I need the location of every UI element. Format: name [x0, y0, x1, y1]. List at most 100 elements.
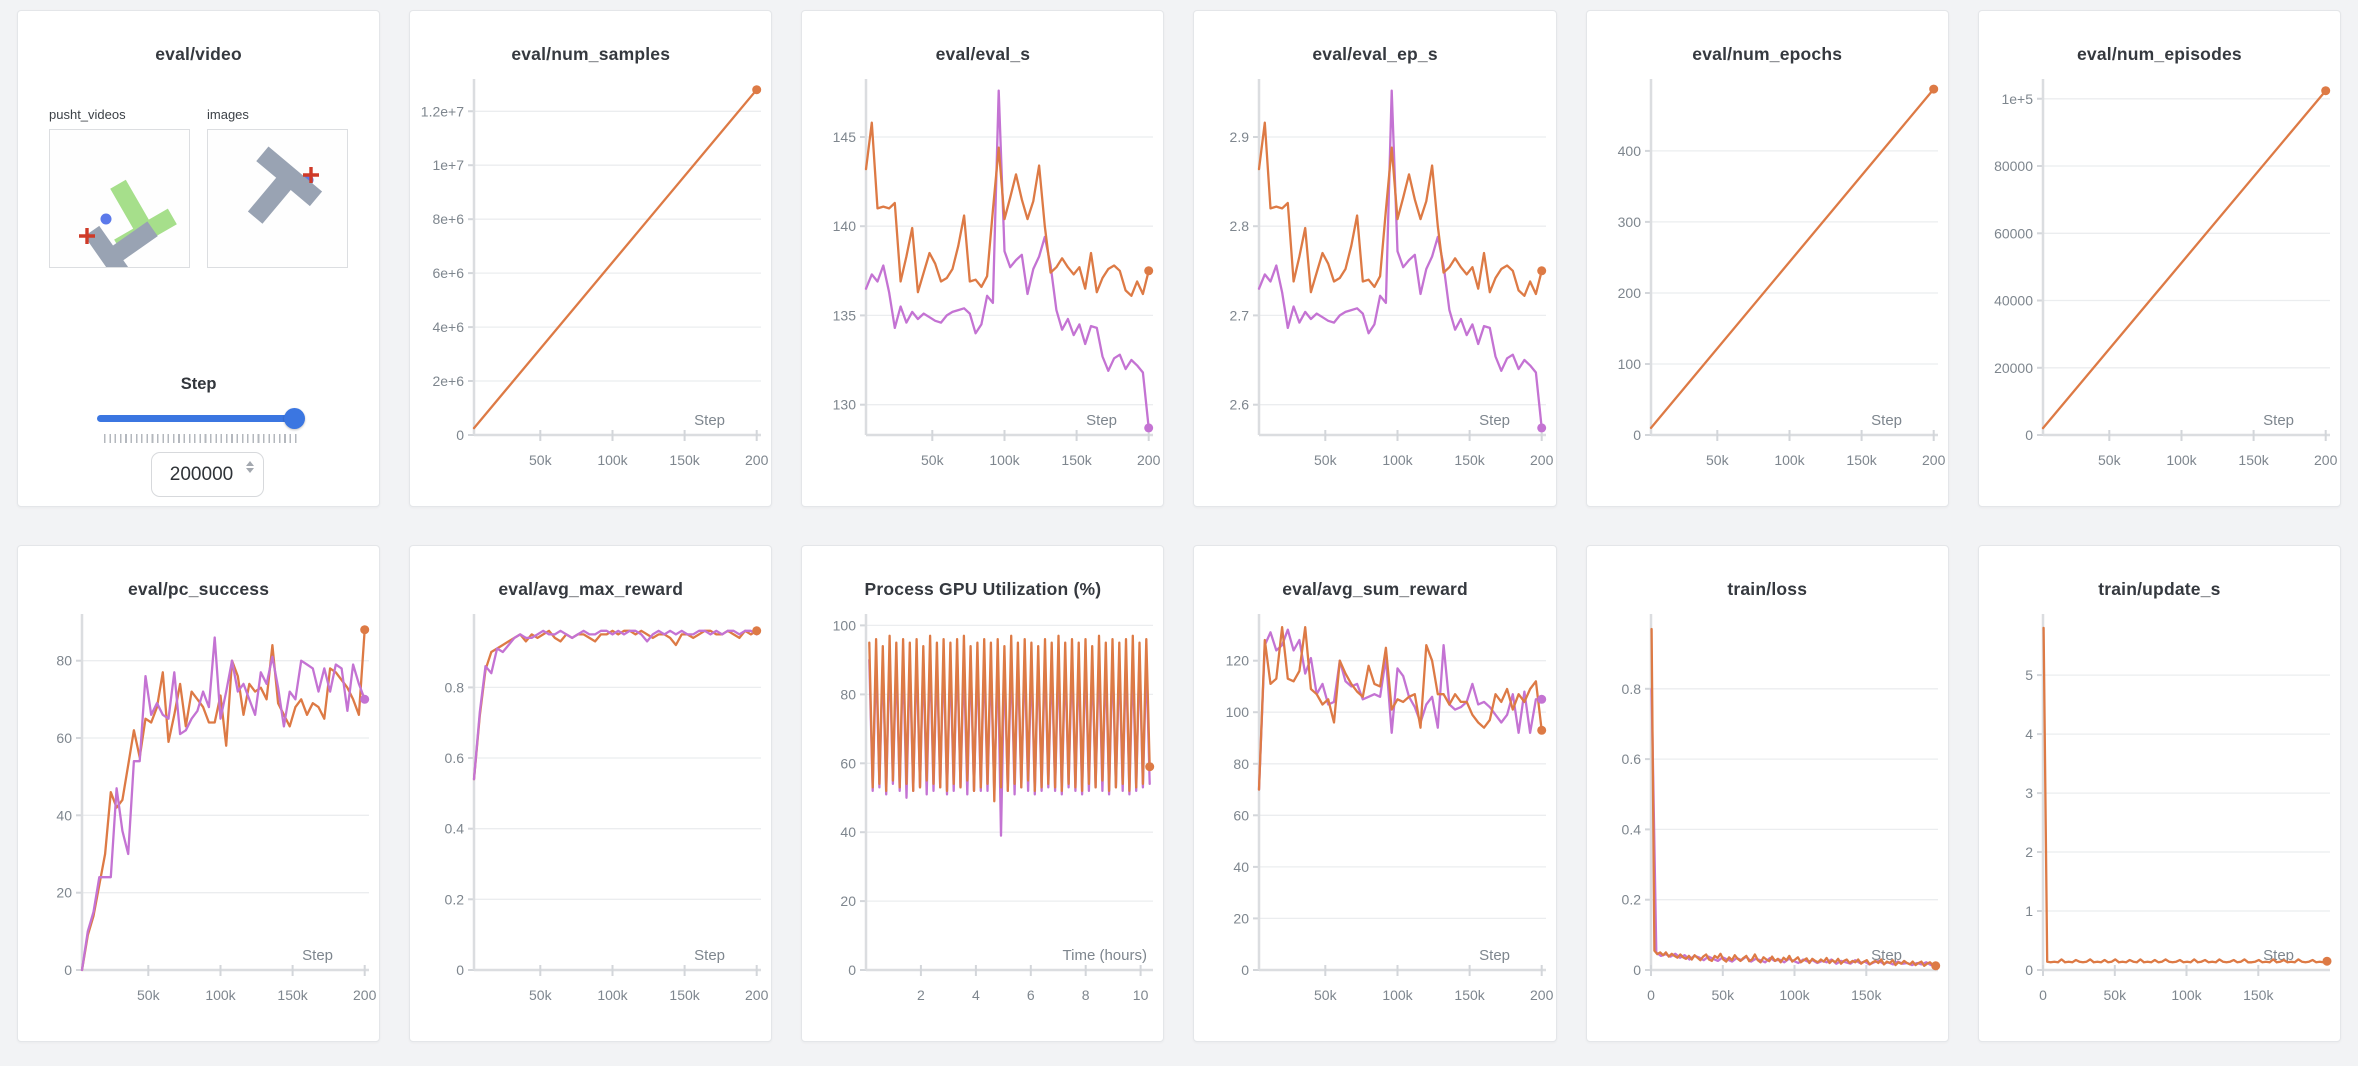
svg-text:0.6: 0.6 — [445, 750, 465, 766]
svg-text:2e+6: 2e+6 — [433, 373, 465, 389]
chart-title: eval/avg_sum_reward — [1282, 579, 1468, 599]
panel-eval-eval-ep-s: eval/eval_ep_s 2.6 2.7 2.8 2.9 50k 100k 150k 20… — [1193, 10, 1557, 507]
svg-text:0: 0 — [64, 962, 72, 978]
step-slider[interactable] — [97, 407, 305, 429]
svg-text:60: 60 — [1233, 807, 1249, 823]
svg-text:2.7: 2.7 — [1229, 307, 1249, 323]
svg-text:Step: Step — [1871, 412, 1902, 429]
svg-text:100k: 100k — [1779, 987, 1810, 1003]
svg-text:50k: 50k — [2098, 452, 2122, 468]
svg-text:80000: 80000 — [1994, 158, 2033, 174]
step-slider-label: Step — [180, 375, 217, 393]
panel-eval-video: eval/video pusht_videos images — [17, 10, 381, 507]
panel-eval-eval-s: eval/eval_s 130 135 140 145 50k 100k 150k 200 St… — [801, 10, 1165, 507]
chart-train-loss[interactable]: 0 0.2 0.4 0.6 0.8 0 50k 100k 150k Step — [1587, 608, 1948, 1028]
chart-eval-avg-sum-reward[interactable]: 0 20 40 60 80 100 120 50k 100k 150k 200 Step — [1195, 608, 1556, 1028]
svg-text:0.8: 0.8 — [1621, 681, 1641, 697]
svg-text:Step: Step — [1479, 947, 1510, 964]
stepper-up-icon[interactable] — [246, 461, 254, 466]
svg-text:1.2e+7: 1.2e+7 — [421, 103, 464, 119]
svg-text:400: 400 — [1617, 143, 1641, 159]
svg-text:150k: 150k — [277, 987, 308, 1003]
chart-eval-num-epochs[interactable]: 0 100 200 300 400 50k 100k 150k 200 Step — [1587, 73, 1948, 493]
step-input[interactable] — [152, 453, 263, 496]
chart-title: train/loss — [1727, 579, 1808, 599]
svg-text:150k: 150k — [670, 452, 701, 468]
svg-text:300: 300 — [1617, 214, 1641, 230]
svg-text:6: 6 — [1027, 987, 1035, 1003]
svg-text:100k: 100k — [205, 987, 236, 1003]
svg-text:200: 200 — [353, 987, 377, 1003]
panel-eval-num-samples: eval/num_samples 0 2e+6 4e+6 6e+6 8e+6 1e+7 1.… — [409, 10, 773, 507]
chart-eval-num-samples[interactable]: 0 2e+6 4e+6 6e+6 8e+6 1e+7 1.2e+7 50k 100k 150k 20… — [410, 73, 771, 493]
images-thumbnail[interactable] — [207, 129, 348, 268]
svg-text:50k: 50k — [137, 987, 161, 1003]
svg-text:100k: 100k — [598, 987, 629, 1003]
svg-text:0: 0 — [456, 427, 464, 443]
chart-eval-eval-ep-s[interactable]: 2.6 2.7 2.8 2.9 50k 100k 150k 200 Step — [1195, 73, 1556, 493]
svg-text:100: 100 — [1617, 356, 1641, 372]
svg-text:0: 0 — [1647, 987, 1655, 1003]
chart-title: eval/avg_max_reward — [498, 579, 684, 599]
media-key-label: pusht_videos — [49, 107, 126, 122]
pusht-observation-image — [247, 146, 323, 224]
svg-text:150k: 150k — [2243, 987, 2274, 1003]
pusht-scene-image — [79, 179, 177, 291]
gray-t-shape — [84, 221, 158, 291]
svg-text:0: 0 — [1241, 962, 1249, 978]
target-cross-icon — [79, 228, 95, 244]
panel-process-gpu-utilization: Process GPU Utilization (%) 0 20 40 60 80 100… — [801, 545, 1165, 1042]
svg-text:100k: 100k — [598, 452, 629, 468]
svg-text:4e+6: 4e+6 — [433, 319, 465, 335]
panel-eval-num-epochs: eval/num_epochs 0 100 200 300 400 50k 100k 150k… — [1585, 10, 1949, 507]
svg-text:20: 20 — [1233, 910, 1249, 926]
chart-eval-eval-s[interactable]: 130 135 140 145 50k 100k 150k 200 Step — [802, 73, 1163, 493]
svg-text:Step: Step — [1871, 947, 1902, 964]
svg-text:145: 145 — [833, 129, 857, 145]
target-cross-icon — [303, 167, 319, 183]
svg-text:Step: Step — [694, 947, 725, 964]
slider-handle[interactable] — [284, 408, 305, 429]
svg-text:150k: 150k — [1846, 452, 1877, 468]
chart-eval-pc-success[interactable]: 0 20 40 60 80 50k 100k 150k 200 Step — [18, 608, 379, 1028]
svg-text:0: 0 — [2025, 962, 2033, 978]
svg-text:Step: Step — [1479, 412, 1510, 429]
svg-text:1e+5: 1e+5 — [2001, 91, 2033, 107]
slider-track[interactable] — [97, 415, 302, 422]
svg-text:50k: 50k — [1706, 452, 1730, 468]
pusht-video-thumbnail[interactable] — [49, 129, 190, 291]
svg-text:60000: 60000 — [1994, 225, 2033, 241]
chart-title: eval/num_samples — [511, 44, 671, 64]
chart-eval-num-episodes[interactable]: 0 20000 40000 60000 80000 1e+5 50k 100k 150k 200 S… — [1979, 73, 2340, 493]
stepper-down-icon[interactable] — [246, 468, 254, 473]
svg-text:0: 0 — [2039, 987, 2047, 1003]
svg-text:80: 80 — [57, 653, 73, 669]
svg-text:Step: Step — [2263, 412, 2294, 429]
panel-grid: eval/video pusht_videos images — [17, 10, 2341, 1042]
svg-text:150k: 150k — [2238, 452, 2269, 468]
step-input-box — [151, 452, 264, 497]
svg-text:8e+6: 8e+6 — [433, 211, 465, 227]
svg-text:100: 100 — [833, 617, 857, 633]
chart-title: eval/num_episodes — [2076, 44, 2242, 64]
svg-text:5: 5 — [2025, 667, 2033, 683]
slider-tick-marks — [104, 434, 300, 443]
panel-train-loss: train/loss 0 0.2 0.4 0.6 0.8 0 50k 100k 150k Step — [1585, 545, 1949, 1042]
media-key-label: images — [207, 107, 249, 122]
svg-text:200: 200 — [1137, 452, 1161, 468]
svg-text:100k: 100k — [2166, 452, 2197, 468]
chart-eval-avg-max-reward[interactable]: 0 0.2 0.4 0.6 0.8 50k 100k 150k 200 Step — [410, 608, 771, 1028]
svg-text:0: 0 — [1633, 962, 1641, 978]
svg-text:100k: 100k — [2171, 987, 2202, 1003]
svg-text:50k: 50k — [921, 452, 945, 468]
svg-text:40: 40 — [841, 824, 857, 840]
chart-process-gpu-utilization[interactable]: 0 20 40 60 80 100 2 4 6 8 10 Time (hours) — [802, 608, 1163, 1028]
chart-train-update-s[interactable]: 0 1 2 3 4 5 0 50k 100k 150k Step — [1979, 608, 2340, 1028]
svg-text:Step: Step — [1087, 412, 1118, 429]
svg-text:0.4: 0.4 — [445, 821, 465, 837]
panel-eval-avg-sum-reward: eval/avg_sum_reward 0 20 40 60 80 100 120 50k 10… — [1193, 545, 1557, 1042]
svg-text:100k: 100k — [1774, 452, 1805, 468]
svg-text:200: 200 — [1530, 452, 1554, 468]
svg-text:80: 80 — [841, 686, 857, 702]
panel-title: eval/video — [155, 44, 242, 64]
